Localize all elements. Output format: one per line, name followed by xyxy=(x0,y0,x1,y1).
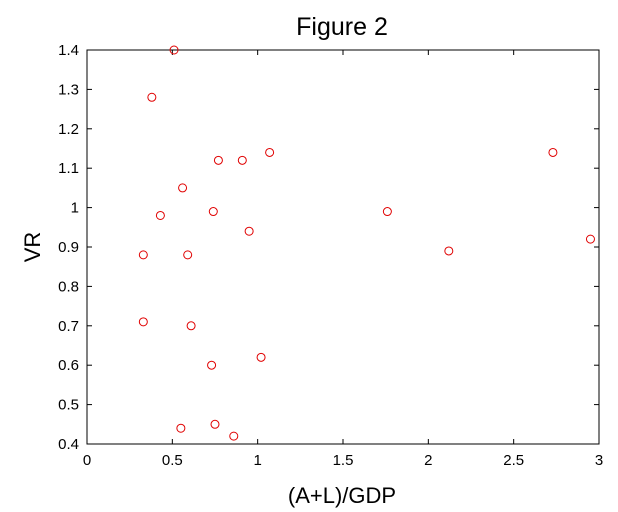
data-point xyxy=(169,45,179,55)
y-axis: 0.4 0.5 0.6 0.7 0.8 0.9 1 1.1 1.2 1.3 1.4 xyxy=(58,42,599,453)
data-point xyxy=(382,207,392,217)
y-tick-label: 1.4 xyxy=(58,42,79,59)
data-point xyxy=(548,147,558,157)
data-point xyxy=(237,155,247,165)
y-tick-label: 0.4 xyxy=(58,436,79,453)
x-tick-label: 3 xyxy=(595,452,603,469)
data-point xyxy=(138,250,148,260)
y-tick-label: 0.5 xyxy=(58,397,79,414)
y-tick-label: 0.6 xyxy=(58,357,79,374)
data-point xyxy=(186,321,196,331)
x-tick-label: 1 xyxy=(253,452,261,469)
x-axis: 0 0.5 1 1.5 2 2.5 3 xyxy=(83,50,603,469)
x-tick-label: 2 xyxy=(424,452,432,469)
y-tick-label: 1 xyxy=(71,200,79,217)
x-axis-label: (A+L)/GDP xyxy=(288,483,396,508)
data-point xyxy=(138,317,148,327)
data-points xyxy=(138,45,595,441)
x-tick-label: 0.5 xyxy=(162,452,183,469)
data-point xyxy=(207,360,217,370)
y-tick-label: 0.8 xyxy=(58,278,79,295)
data-point xyxy=(210,419,220,429)
data-point xyxy=(208,207,218,217)
x-tick-label: 0 xyxy=(83,452,91,469)
x-tick-label: 2.5 xyxy=(503,452,524,469)
y-tick-label: 0.9 xyxy=(58,239,79,256)
data-point xyxy=(155,210,165,220)
data-point xyxy=(176,423,186,433)
data-point xyxy=(585,234,595,244)
x-tick-label: 1.5 xyxy=(333,452,354,469)
data-point xyxy=(178,183,188,193)
data-point xyxy=(256,352,266,362)
y-tick-label: 1.1 xyxy=(58,160,79,177)
y-tick-label: 1.2 xyxy=(58,121,79,138)
data-point xyxy=(265,147,275,157)
data-point xyxy=(147,92,157,102)
plot-area xyxy=(86,49,600,445)
data-point xyxy=(444,246,454,256)
y-tick-label: 1.3 xyxy=(58,81,79,98)
y-tick-label: 0.7 xyxy=(58,318,79,335)
data-point xyxy=(213,155,223,165)
y-axis-label: VR xyxy=(20,232,45,263)
data-point xyxy=(229,431,239,441)
data-point xyxy=(244,226,254,236)
chart-title: Figure 2 xyxy=(296,13,388,41)
data-point xyxy=(183,250,193,260)
